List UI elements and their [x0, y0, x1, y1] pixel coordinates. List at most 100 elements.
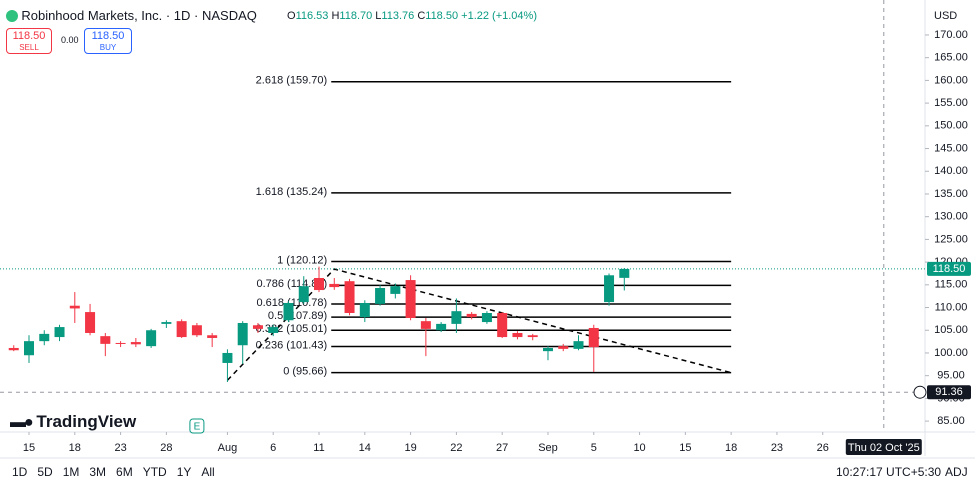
- fib-label: 0.786 (114.89): [256, 278, 327, 290]
- crosshair-x-label: Thu 02 Oct '25: [848, 442, 920, 454]
- x-tick-label: 23: [771, 442, 783, 454]
- candle-body: [85, 312, 96, 333]
- candle-body: [207, 335, 218, 338]
- range-button[interactable]: 3M: [89, 465, 107, 479]
- x-tick-label: 15: [679, 442, 691, 454]
- candle-body: [420, 321, 431, 329]
- sell-price: 118.50: [12, 30, 46, 42]
- candle-body: [329, 283, 340, 288]
- earnings-marker: [189, 418, 205, 434]
- candle-body: [375, 288, 386, 304]
- candle-body: [54, 327, 65, 338]
- crosshair-y-label: 91.36: [935, 386, 963, 398]
- fib-trend: [226, 268, 732, 381]
- candle-body: [176, 321, 187, 338]
- candle-body: [359, 302, 370, 318]
- y-tick-label: 115.00: [935, 279, 968, 291]
- range-button[interactable]: 1D: [12, 465, 28, 479]
- y-tick-label: 145.00: [934, 142, 968, 154]
- x-tick-label: 11: [313, 442, 324, 454]
- y-tick-label: 105.00: [934, 324, 968, 336]
- l-key: L: [375, 10, 382, 22]
- tv-logo: ▬● TradingView: [10, 412, 136, 432]
- x-tick-label: 28: [160, 442, 172, 454]
- candle-body: [39, 333, 50, 342]
- x-tick-label: 19: [404, 442, 416, 454]
- x-tick-label: 5: [591, 442, 597, 454]
- fib-label: 0.618 (110.78): [256, 297, 327, 309]
- candle-body: [298, 286, 309, 303]
- range-button[interactable]: 5D: [37, 465, 53, 479]
- range-button[interactable]: 6M: [116, 465, 133, 479]
- candle-body: [283, 302, 294, 321]
- candle-body: [604, 275, 615, 303]
- candle-body: [252, 325, 263, 329]
- fib-label: 0 (95.66): [283, 366, 327, 378]
- candle-body: [436, 323, 447, 331]
- candle-body: [222, 352, 233, 363]
- range-button[interactable]: 1Y: [176, 465, 192, 479]
- fib-label: 1 (120.12): [277, 254, 327, 266]
- y-tick-label: 130.00: [934, 211, 968, 223]
- y-tick-label: 160.00: [934, 74, 968, 86]
- candle-body: [542, 347, 553, 352]
- y-tick-label: 85.00: [937, 415, 965, 427]
- c-key: C: [417, 10, 426, 22]
- range-button[interactable]: All: [201, 465, 215, 479]
- candle-body: [512, 332, 523, 338]
- candle-body: [191, 325, 202, 336]
- x-tick-label: 26: [817, 442, 829, 454]
- candle-body: [69, 305, 80, 309]
- crosshair-plus: [913, 385, 927, 399]
- h-key: H: [331, 10, 340, 22]
- x-tick-label: 27: [496, 442, 508, 454]
- range-bar: 1D 5D 1M 3M 6M YTD 1Y All: [12, 465, 225, 479]
- candle-body: [8, 347, 19, 351]
- fib-label: 0.5 (107.89): [268, 310, 327, 322]
- candle-body: [527, 335, 538, 338]
- sell-button[interactable]: 118.50 SELL: [6, 28, 52, 54]
- h-value: 118.70: [339, 10, 373, 22]
- x-tick-label: 15: [23, 442, 35, 454]
- buy-label: BUY: [99, 43, 117, 52]
- fib-label: 2.618 (159.70): [256, 75, 328, 87]
- ohlc: O116.53 H118.70 L113.76 C118.50 +1.22 (+…: [287, 10, 537, 22]
- range-button[interactable]: 1M: [62, 465, 80, 479]
- adj[interactable]: ADJ: [945, 465, 968, 479]
- candle-body: [451, 311, 462, 324]
- fib-label: 0.236 (101.43): [256, 339, 328, 351]
- y-tick-label: 170.00: [934, 29, 968, 41]
- clock: 10:27:17 UTC+5:30: [836, 465, 942, 479]
- range-button[interactable]: YTD: [142, 465, 167, 479]
- x-tick-label: 6: [270, 442, 276, 454]
- y-tick-label: 150.00: [934, 120, 968, 132]
- candle-body: [161, 322, 172, 324]
- x-tick-label: 23: [114, 442, 126, 454]
- logo-icon: [6, 10, 18, 22]
- price-label-bg: [927, 261, 971, 276]
- candle-body: [130, 342, 141, 345]
- candle-body: [390, 286, 401, 294]
- x-tick-label: Sep: [538, 442, 558, 454]
- candle-body: [268, 327, 279, 333]
- candle-body: [588, 327, 599, 348]
- x-tick-label: 10: [633, 442, 645, 454]
- currency[interactable]: USD: [934, 10, 958, 22]
- candle-body: [497, 312, 508, 338]
- x-tick-label: 18: [725, 442, 737, 454]
- candle-body: [466, 313, 477, 318]
- o-key: O: [287, 10, 296, 22]
- buy-price: 118.50: [91, 30, 125, 42]
- x-tick-label: 22: [450, 442, 462, 454]
- y-tick-label: 155.00: [934, 97, 968, 109]
- fib-label: 0.382 (105.01): [256, 323, 328, 335]
- symbol-header: Robinhood Markets, Inc. · 1D · NASDAQ: [6, 8, 257, 23]
- l-value: 113.76: [381, 10, 415, 22]
- c-value: 118.50: [425, 10, 459, 22]
- buy-button[interactable]: 118.50 BUY: [84, 28, 132, 54]
- candle-body: [237, 322, 248, 346]
- x-tick-label: 14: [359, 442, 371, 454]
- tv-icon: ▬●: [10, 414, 34, 431]
